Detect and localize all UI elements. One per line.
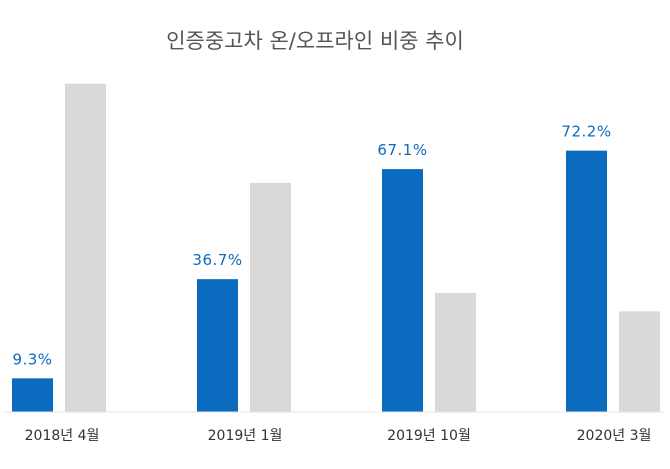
category-label-1: 2018년 4월 (25, 428, 100, 444)
data-label-1: 9.3% (12, 350, 52, 368)
chart-title: 인증중고차 온/오프라인 비중 추이 (166, 29, 464, 53)
category-label-4: 2020년 3월 (577, 428, 652, 444)
bar-offline-1 (65, 83, 106, 412)
bar-offline-3 (435, 292, 476, 412)
bar-online-3 (382, 169, 423, 412)
bar-offline-2 (250, 182, 291, 412)
bar-offline-4 (619, 311, 660, 412)
bars-group (12, 83, 660, 413)
category-label-3: 2019년 10월 (387, 428, 471, 444)
bar-online-2 (197, 279, 238, 412)
bar-online-1 (12, 378, 53, 412)
data-label-4: 72.2% (561, 123, 611, 141)
data-label-3: 67.1% (377, 141, 427, 159)
category-label-2: 2019년 1월 (208, 428, 283, 444)
data-label-2: 36.7% (192, 251, 242, 269)
labels-group: 9.3% 2018년 4월 36.7% 2019년 1월 67.1% 2019년 10월 7… (12, 123, 651, 444)
bar-online-4 (566, 150, 607, 413)
